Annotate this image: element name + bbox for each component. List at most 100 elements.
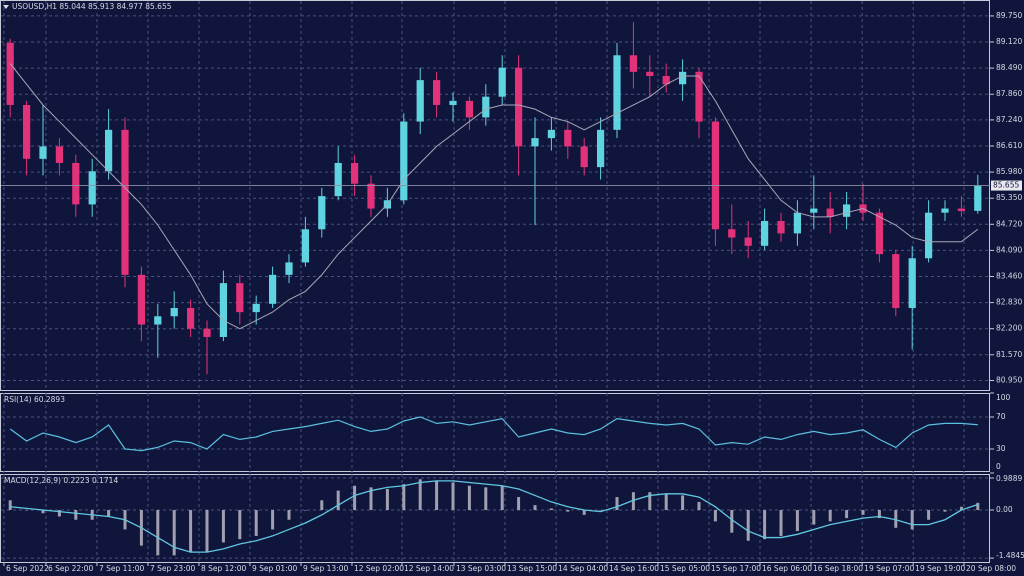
macd-histogram-bar — [287, 510, 291, 520]
x-tick-label: 16 Sep 18:00 — [813, 564, 863, 573]
panel-title: MACD(12,26,9) 0.2223 0.1714 — [4, 476, 118, 485]
x-tick-label: 15 Sep 17:00 — [711, 564, 761, 573]
macd-histogram-bar — [845, 510, 849, 519]
macd-histogram-bar — [271, 510, 275, 530]
candle-body — [941, 208, 949, 213]
x-tick-label: 15 Sep 05:00 — [660, 564, 710, 573]
macd-histogram-bar — [41, 510, 45, 514]
macd-histogram-bar — [205, 510, 209, 553]
x-tick-label: 8 Sep 12:00 — [201, 564, 247, 573]
macd-histogram-bar — [894, 510, 898, 528]
macd-histogram-bar — [435, 480, 439, 511]
y-tick-label: 87.240 — [996, 115, 1022, 124]
macd-histogram-bar — [107, 510, 111, 517]
macd-histogram-bar — [763, 510, 767, 540]
macd-histogram-bar — [697, 501, 701, 511]
candle-body — [974, 185, 982, 211]
macd-histogram-bar — [812, 510, 816, 525]
rsi-panel-frame — [0, 393, 990, 472]
y-tick-label: 85.980 — [996, 167, 1022, 176]
moving-average-line — [9, 63, 979, 330]
candle-body — [728, 229, 736, 238]
macd-histogram-bar — [336, 490, 340, 511]
macd-histogram-bar — [484, 487, 488, 511]
macd-histogram-bar — [877, 510, 881, 519]
macd-histogram-bar — [549, 508, 553, 511]
macd-histogram-bar — [959, 506, 963, 511]
y-tick-label: 82.830 — [996, 298, 1022, 307]
macd-histogram-bar — [57, 510, 61, 517]
x-tick-label: 6 Sep 2022 — [6, 564, 49, 573]
x-tick-label: 16 Sep 06:00 — [762, 564, 812, 573]
candle-body — [957, 208, 966, 212]
y-tick-label: 30 — [996, 444, 1006, 453]
x-tick-label: 9 Sep 01:00 — [252, 564, 298, 573]
candle-body — [154, 316, 162, 325]
macd-histogram-bar — [681, 495, 685, 511]
macd-histogram-bar — [566, 510, 570, 512]
candle-body — [908, 258, 916, 308]
macd-histogram-bar — [795, 510, 799, 532]
macd-histogram-bar — [418, 479, 422, 511]
last-price-tag — [991, 180, 1022, 191]
macd-histogram-bar — [74, 510, 78, 520]
macd-histogram-bar — [779, 510, 783, 536]
macd-histogram-bar — [599, 510, 603, 511]
y-tick-label: 83.460 — [996, 271, 1022, 280]
y-tick-label: -1.4845 — [996, 551, 1024, 560]
candle-body — [137, 274, 146, 325]
x-tick-label: 13 Sep 15:00 — [507, 564, 557, 573]
candle-body — [121, 129, 129, 275]
candle-body — [22, 104, 31, 159]
candle-body — [72, 162, 80, 205]
x-tick-label: 20 Sep 08:00 — [966, 564, 1016, 573]
macd-histogram-bar — [221, 510, 225, 543]
candle-body — [514, 67, 523, 147]
macd-histogram-bar — [353, 485, 357, 511]
candle-body — [416, 80, 424, 122]
candle-body — [252, 303, 260, 313]
panel-title: USOUSD,H1 85.044 85.913 84.977 85.655 — [12, 2, 172, 11]
candle-body — [531, 138, 539, 147]
macd-histogram-bar — [730, 510, 734, 533]
candle-body — [580, 146, 588, 168]
y-tick-label: 70 — [996, 412, 1006, 421]
candle-body — [892, 254, 900, 308]
candle-body — [186, 307, 195, 329]
macd-histogram-bar — [631, 492, 635, 511]
y-tick-label: 85.350 — [996, 193, 1022, 202]
macd-histogram-bar — [254, 510, 258, 536]
macd-histogram-bar — [927, 510, 931, 520]
panel-title: RSI(14) 60.2893 — [4, 395, 65, 404]
candle-body — [367, 183, 375, 209]
candle-body — [55, 146, 64, 163]
y-tick-label: 89.750 — [996, 11, 1022, 20]
x-tick-label: 12 Sep 02:00 — [354, 564, 404, 573]
candle-body — [350, 162, 359, 184]
x-tick-label: 12 Sep 14:00 — [404, 564, 454, 573]
y-tick-label: 0.9889 — [996, 474, 1022, 483]
candle-body — [793, 212, 802, 234]
macd-panel-frame — [0, 474, 990, 563]
y-tick-label: 88.490 — [996, 63, 1022, 72]
macd-histogram-bar — [172, 510, 176, 556]
candle-body — [629, 55, 638, 72]
x-tick-label: 14 Sep 04:00 — [558, 564, 608, 573]
macd-histogram-bar — [533, 505, 537, 511]
y-tick-label: 0.00 — [996, 505, 1013, 514]
candle-body — [695, 71, 703, 122]
candle-body — [547, 129, 556, 139]
y-tick-label: 80.950 — [996, 375, 1022, 384]
price-panel-frame — [0, 0, 990, 391]
macd-histogram-bar — [976, 502, 980, 511]
y-tick-label: 87.860 — [996, 89, 1022, 98]
menu-arrow — [3, 5, 9, 9]
macd-histogram-bar — [451, 482, 455, 511]
macd-histogram-bar — [517, 497, 521, 511]
candle-body — [826, 208, 834, 217]
candle-body — [432, 80, 441, 105]
x-tick-label: 19 Sep 07:00 — [864, 564, 914, 573]
candle-body — [318, 196, 326, 230]
